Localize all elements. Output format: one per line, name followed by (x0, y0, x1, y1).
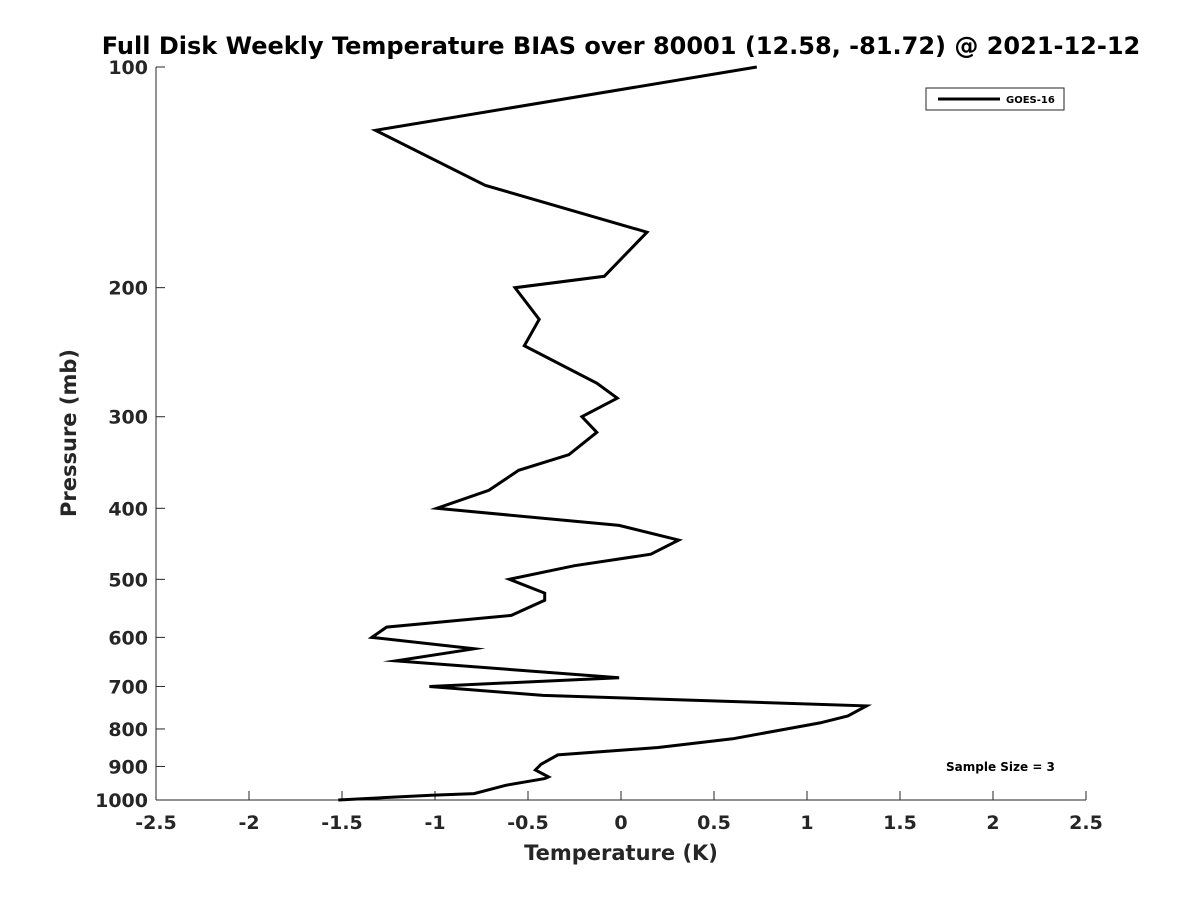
x-axis-label: Temperature (K) (524, 841, 718, 865)
y-tick-label: 800 (108, 719, 148, 741)
plot-area: -2.5 -2 -1.5 -1 -0.5 0 0.5 1 1.5 2 2.5 100 200 300 40… (95, 57, 1103, 834)
sample-size-annotation: Sample Size = 3 (946, 760, 1055, 774)
x-tick-label: 1.5 (883, 812, 917, 834)
y-tick-label: 300 (108, 407, 148, 429)
y-axis-label: Pressure (mb) (57, 349, 81, 517)
series-line-goes-16 (338, 65, 873, 802)
y-tick-label: 1000 (95, 790, 148, 812)
x-tick-label: -0.5 (507, 812, 549, 834)
y-tick-label: 500 (108, 569, 148, 591)
chart-title: Full Disk Weekly Temperature BIAS over 8… (102, 32, 1141, 60)
y-tick-label: 100 (108, 57, 148, 79)
y-tick-label: 700 (108, 676, 148, 698)
y-tick-label: 200 (108, 278, 148, 300)
x-tick-label: -1.5 (321, 812, 363, 834)
y-tick-label: 900 (108, 756, 148, 778)
x-tick-label: 2.5 (1069, 812, 1103, 834)
x-tick-label: 0 (614, 812, 627, 834)
x-tick-label: -1 (424, 812, 445, 834)
legend: GOES-16 (925, 87, 1065, 111)
legend-label-goes-16: GOES-16 (1006, 95, 1055, 106)
x-ticks: -2.5 -2 -1.5 -1 -0.5 0 0.5 1 1.5 2 2.5 (135, 791, 1103, 834)
x-tick-label: 1 (800, 812, 813, 834)
y-tick-label: 600 (108, 627, 148, 649)
y-tick-label: 400 (108, 498, 148, 520)
series-layer (338, 65, 873, 802)
y-ticks: 100 200 300 400 500 600 700 800 900 1000 (95, 57, 165, 812)
x-tick-label: 0.5 (697, 812, 731, 834)
x-tick-label: -2 (238, 812, 259, 834)
x-tick-label: 2 (986, 812, 999, 834)
x-tick-label: -2.5 (135, 812, 177, 834)
